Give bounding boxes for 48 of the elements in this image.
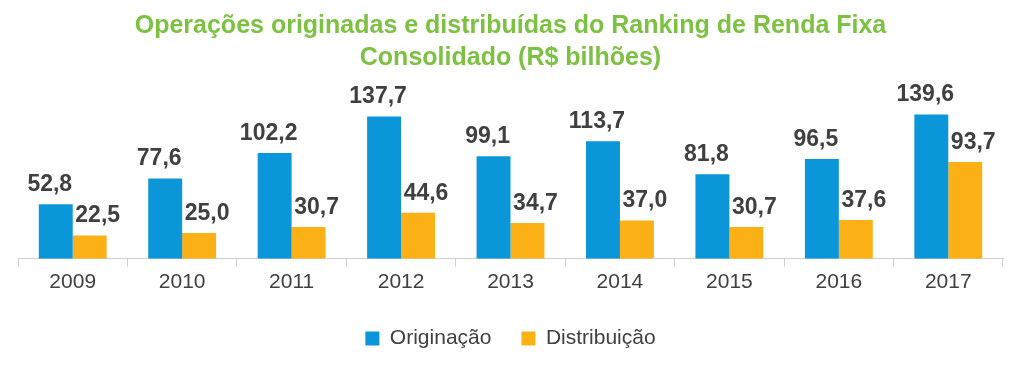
bar <box>291 227 326 259</box>
x-tick-label: 2013 <box>487 269 534 293</box>
bar <box>586 141 620 259</box>
data-label: 139,6 <box>896 80 955 107</box>
data-label: 34,7 <box>513 188 558 215</box>
bar <box>367 116 402 259</box>
x-tick-label: 2014 <box>596 269 644 293</box>
data-label: 99,1 <box>465 122 511 149</box>
bar <box>948 161 983 259</box>
bar <box>257 153 292 259</box>
data-label: 30,7 <box>731 192 777 219</box>
bar <box>619 220 654 259</box>
x-tick-label: 2009 <box>49 269 97 293</box>
data-label: 37,6 <box>841 185 887 212</box>
bar <box>838 219 873 259</box>
bar <box>695 174 730 259</box>
bar <box>476 156 511 259</box>
data-label: 137,7 <box>349 82 407 109</box>
bar <box>38 204 73 259</box>
bar <box>148 178 183 259</box>
data-label: 93,7 <box>950 127 996 154</box>
x-tick-label: 2017 <box>924 269 972 293</box>
x-tick-label: 2016 <box>815 269 863 293</box>
bar <box>510 222 545 259</box>
data-label: 52,8 <box>27 170 73 197</box>
data-label: 44,6 <box>403 178 449 205</box>
data-label: 37,0 <box>622 186 668 213</box>
data-label: 77,6 <box>136 144 182 171</box>
legend-label: Originação <box>389 325 492 349</box>
data-label: 113,7 <box>568 107 626 134</box>
x-tick-label: 2012 <box>377 269 425 293</box>
chart-title: Operações originadas e distribuídas do Ranking de Renda Fixa Consolidado (R$ bilhões) <box>133 9 888 72</box>
bar <box>804 158 839 259</box>
bar <box>182 232 217 259</box>
data-label: 102,2 <box>239 118 298 145</box>
data-label: 30,7 <box>294 192 339 219</box>
x-tick-label: 2011 <box>269 269 315 293</box>
bar <box>72 235 107 259</box>
legend-label: Distribuição <box>545 325 656 349</box>
bar <box>401 212 435 259</box>
x-tick-label: 2015 <box>706 269 753 293</box>
data-label: 22,5 <box>75 201 121 228</box>
data-label: 81,8 <box>684 140 730 167</box>
x-tick-label: 2010 <box>158 269 206 293</box>
bar <box>914 114 949 259</box>
data-label: 25,0 <box>184 198 230 225</box>
bar <box>729 227 764 259</box>
data-label: 96,5 <box>793 124 839 151</box>
